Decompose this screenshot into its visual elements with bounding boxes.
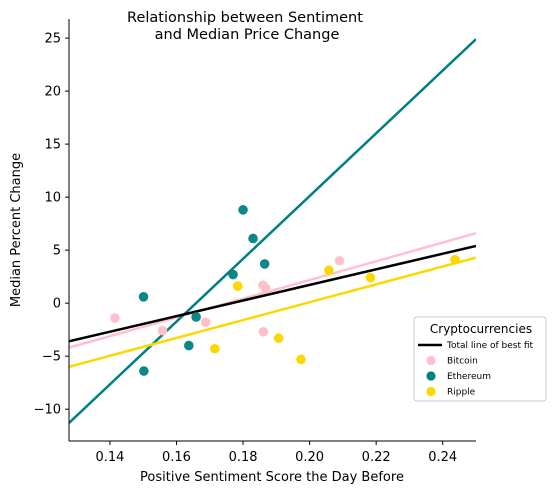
ripple-fit-line: [69, 256, 476, 368]
ripple-legend-marker: [426, 386, 436, 397]
ethereum-point: [259, 259, 270, 269]
ethereum-legend-marker: [426, 371, 436, 381]
y-tick-label: 15: [44, 138, 61, 153]
ethereum-point: [248, 233, 258, 244]
x-tick-label: 0.20: [295, 450, 324, 465]
legend-box: [413, 316, 547, 402]
legend-label-total-line-of-best-fit: Total line of best fit: [446, 341, 534, 351]
legend-label-ethereum: Ethereum: [447, 372, 491, 382]
ripple-point: [209, 343, 220, 354]
bitcoin-legend-marker: [426, 355, 436, 366]
data-points: [110, 205, 460, 376]
y-tick-label: 0: [53, 297, 61, 312]
bitcoin-point: [110, 313, 120, 323]
ethereum-point: [184, 340, 194, 351]
y-axis-label: Median Percent Change: [9, 153, 24, 307]
legend-label-ripple: Ripple: [447, 388, 476, 398]
ethereum-point: [138, 291, 149, 302]
ethereum-point: [191, 312, 201, 322]
total-line-of-best-fit-line: [69, 244, 476, 343]
x-tick-label: 0.14: [95, 450, 124, 465]
legend-title: Cryptocurrencies: [430, 322, 532, 336]
x-tick-label: 0.18: [229, 450, 258, 465]
ripple-point: [296, 354, 306, 365]
bitcoin-point: [334, 255, 345, 266]
ripple-point: [232, 281, 243, 291]
chart-title-line-1: Relationship between Sentiment: [127, 10, 363, 26]
bitcoin-point: [258, 326, 269, 337]
chart-title-line-2: and Median Price Change: [155, 27, 340, 43]
y-tick-label: −5: [42, 350, 61, 365]
legend-entries: Total line of best fit Bitcoin Ethereum Rip…: [418, 341, 534, 398]
y-tick-label: 10: [44, 191, 61, 206]
legend: Cryptocurrencies Total line of best fit B…: [413, 316, 547, 402]
x-ticks: 0.14 0.16 0.18 0.20 0.22 0.24: [95, 441, 457, 465]
y-ticks: −10 −5 0 5 10 15 20 25: [34, 32, 69, 418]
y-tick-label: −10: [34, 403, 61, 418]
y-tick-label: 20: [44, 85, 61, 100]
y-tick-label: 5: [53, 244, 61, 259]
fit-lines: [69, 38, 476, 424]
ethereum-point: [238, 205, 248, 215]
ethereum-point: [139, 366, 149, 376]
x-tick-label: 0.16: [162, 450, 191, 465]
ethereum-point: [228, 269, 238, 280]
y-tick-label: 25: [44, 32, 61, 47]
ripple-point: [273, 333, 284, 343]
legend-label-bitcoin: Bitcoin: [447, 357, 478, 367]
bitcoin-fit-line: [69, 231, 476, 349]
x-axis-label: Positive Sentiment Score the Day Before: [140, 470, 404, 485]
ripple-point: [450, 254, 460, 265]
ripple-point: [324, 265, 334, 276]
ethereum-fit-line: [69, 38, 476, 424]
x-tick-label: 0.22: [362, 450, 391, 465]
bitcoin-point: [260, 283, 271, 294]
bitcoin-point: [200, 317, 211, 328]
x-tick-label: 0.24: [428, 450, 457, 465]
ripple-point: [365, 272, 376, 283]
bitcoin-point: [157, 325, 168, 336]
